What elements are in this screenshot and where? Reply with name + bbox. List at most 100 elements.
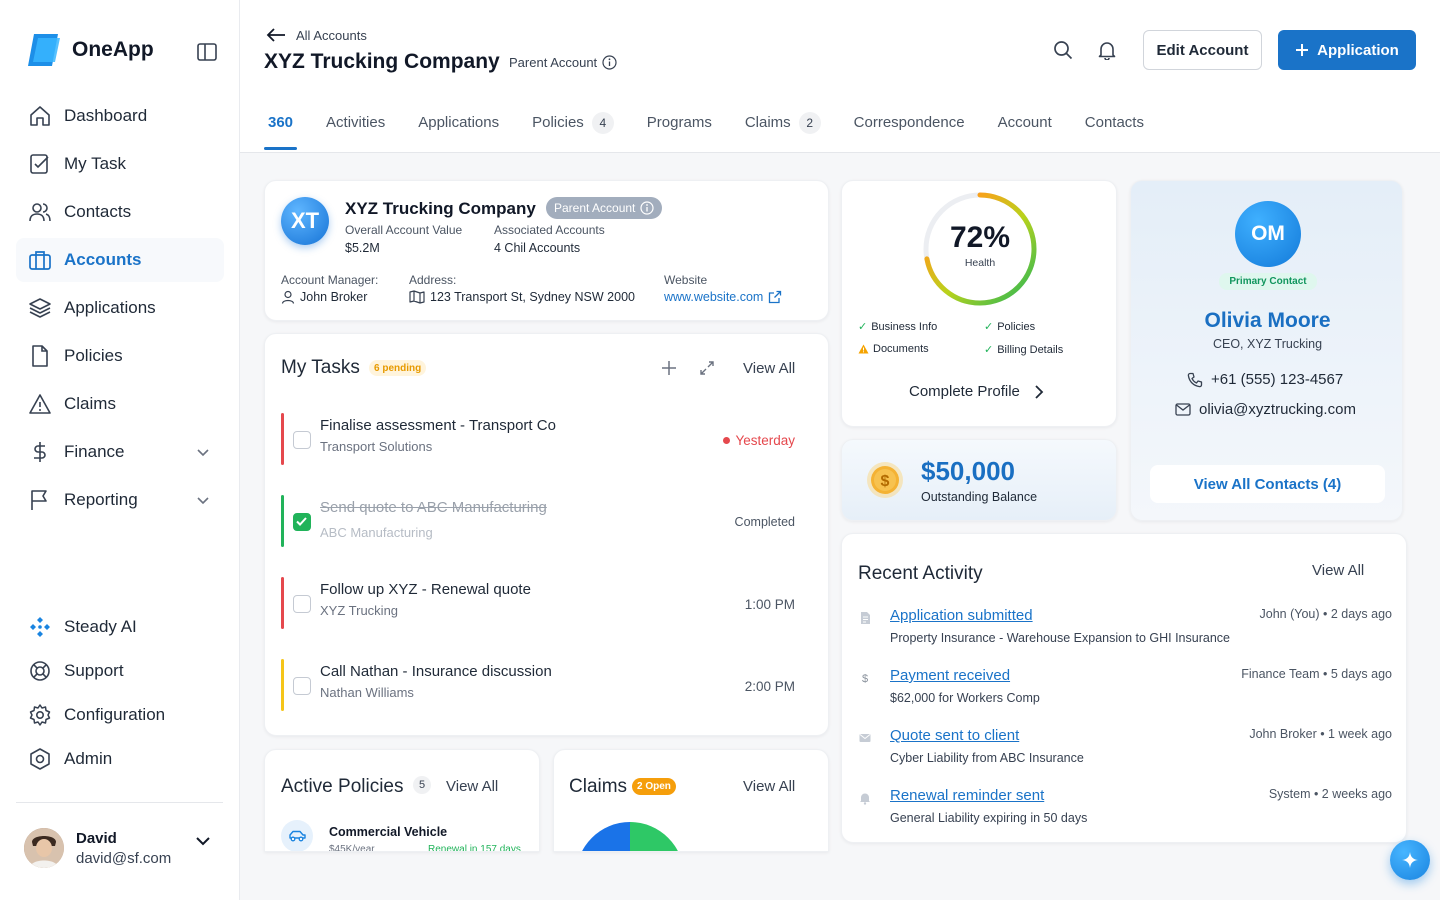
chevron-right-icon: [1035, 384, 1044, 399]
activity-description: General Liability expiring in 50 days: [890, 811, 1088, 825]
tasks-title: My Tasks: [281, 357, 360, 378]
sidebar-collapse-icon[interactable]: [196, 41, 218, 63]
coin-icon: $: [867, 462, 903, 498]
activity-link[interactable]: Payment received: [890, 667, 1011, 684]
policies-view-all-link[interactable]: View All: [446, 778, 499, 795]
add-application-button[interactable]: Application: [1278, 30, 1416, 70]
tab-label: Policies: [532, 114, 584, 131]
sidebar-item-applications[interactable]: Applications: [16, 286, 224, 330]
primary-contact-card: OM Primary Contact Olivia Moore CEO, XYZ…: [1130, 180, 1403, 521]
sidebar-item-dashboard[interactable]: Dashboard: [16, 94, 224, 138]
app-logo[interactable]: OneApp: [24, 32, 154, 68]
task-checkbox-checked[interactable]: [293, 513, 311, 531]
tab-contacts[interactable]: Contacts: [1081, 104, 1148, 150]
bell-icon: [860, 793, 870, 805]
tab-account[interactable]: Account: [994, 104, 1056, 150]
task-checkbox[interactable]: [293, 431, 311, 449]
external-link-icon: [769, 290, 782, 304]
sidebar-item-label: Configuration: [64, 705, 166, 724]
task-checkbox[interactable]: [293, 595, 311, 613]
task-priority-bar: [281, 659, 284, 711]
website-link[interactable]: www.website.com: [664, 290, 782, 304]
activity-view-all-link[interactable]: View All: [1312, 562, 1365, 579]
dollar-icon: [34, 442, 46, 462]
sidebar-item-my-task[interactable]: My Task: [16, 142, 224, 186]
sidebar-item-configuration[interactable]: Configuration: [16, 693, 224, 737]
page-title: XYZ Trucking Company: [264, 50, 500, 73]
activity-link[interactable]: Quote sent to client: [890, 727, 1020, 744]
sidebar-item-claims[interactable]: Claims: [16, 382, 224, 426]
sidebar-item-label: Applications: [64, 298, 156, 317]
tab-activities[interactable]: Activities: [322, 104, 389, 150]
tab-applications[interactable]: Applications: [414, 104, 503, 150]
task-checkbox[interactable]: [293, 677, 311, 695]
chevron-down-icon[interactable]: [196, 445, 210, 459]
task-item[interactable]: Follow up XYZ - Renewal quote XYZ Trucki…: [281, 577, 811, 629]
tab-360[interactable]: 360: [264, 104, 298, 150]
bell-icon[interactable]: [1097, 40, 1117, 60]
svg-text:$: $: [862, 673, 868, 685]
tab-label: Applications: [418, 114, 500, 131]
chevron-down-icon[interactable]: [194, 832, 212, 850]
sidebar-item-policies[interactable]: Policies: [16, 334, 224, 378]
phone-text: +61 (555) 123-4567: [1211, 371, 1344, 388]
sidebar-item-accounts[interactable]: Accounts: [16, 238, 224, 282]
sidebar-item-label: Steady AI: [64, 617, 137, 636]
activity-link[interactable]: Renewal reminder sent: [890, 787, 1045, 804]
map-icon: [409, 290, 425, 304]
check-icon: [296, 517, 307, 526]
tasks-view-all-link[interactable]: View All: [743, 360, 796, 377]
breadcrumb[interactable]: All Accounts: [266, 27, 367, 43]
task-item[interactable]: Send quote to ABC Manufacturing ABC Manu…: [281, 495, 811, 547]
warning-icon: [29, 394, 51, 414]
view-all-contacts-button[interactable]: View All Contacts (4): [1150, 465, 1385, 503]
sidebar-item-admin[interactable]: Admin: [16, 737, 224, 781]
complete-profile-button[interactable]: Complete Profile: [909, 383, 1044, 400]
task-title: Finalise assessment - Transport Co: [320, 417, 556, 434]
website-label: Website: [664, 273, 708, 287]
sidebar-item-reporting[interactable]: Reporting: [16, 478, 224, 522]
contact-avatar: OM: [1235, 201, 1301, 267]
check-label: Documents: [873, 343, 929, 355]
sidebar-item-contacts[interactable]: Contacts: [16, 190, 224, 234]
tab-claims[interactable]: Claims 2: [741, 104, 825, 150]
contact-phone[interactable]: +61 (555) 123-4567: [1187, 371, 1343, 388]
add-task-icon[interactable]: [661, 360, 677, 376]
task-title: Follow up XYZ - Renewal quote: [320, 581, 531, 598]
user-profile[interactable]: David david@sf.com: [24, 828, 171, 868]
activity-meta: Finance Team • 5 days ago: [1241, 667, 1392, 681]
task-subtitle: XYZ Trucking: [320, 603, 399, 618]
lifebuoy-icon: [30, 661, 50, 681]
tab-policies[interactable]: Policies 4: [528, 104, 618, 150]
sidebar-item-label: Policies: [64, 346, 123, 365]
sidebar-item-support[interactable]: Support: [16, 649, 224, 693]
task-item[interactable]: Call Nathan - Insurance discussion Natha…: [281, 659, 811, 711]
account-manager: John Broker: [281, 290, 367, 304]
info-icon[interactable]: [602, 55, 617, 70]
tab-correspondence[interactable]: Correspondence: [850, 104, 969, 150]
activity-description: $62,000 for Workers Comp: [890, 691, 1040, 705]
expand-icon[interactable]: [699, 360, 715, 376]
claims-view-all-link[interactable]: View All: [743, 778, 796, 795]
claims-title: Claims: [569, 776, 628, 797]
overdue-dot-icon: [723, 437, 731, 444]
tab-label: Contacts: [1084, 114, 1144, 131]
home-icon: [30, 106, 50, 126]
ai-assistant-button[interactable]: [1390, 840, 1430, 880]
task-item[interactable]: Finalise assessment - Transport Co Trans…: [281, 413, 811, 465]
document-icon: [861, 612, 870, 624]
pie-slice: [630, 822, 678, 851]
contact-email[interactable]: olivia@xyztrucking.com: [1175, 401, 1356, 418]
sidebar-item-label: Admin: [64, 749, 113, 768]
tab-label: Activities: [326, 114, 386, 131]
edit-account-button[interactable]: Edit Account: [1143, 30, 1262, 70]
sidebar-item-steady-ai[interactable]: Steady AI: [16, 605, 224, 649]
search-icon[interactable]: [1053, 40, 1073, 60]
health-gauge-arc: [923, 192, 1037, 306]
policies-title: Active Policies: [281, 776, 404, 797]
activity-link[interactable]: Application submitted: [890, 607, 1033, 624]
chevron-down-icon[interactable]: [196, 493, 210, 507]
tab-programs[interactable]: Programs: [643, 104, 716, 150]
sidebar-item-finance[interactable]: Finance: [16, 430, 224, 474]
info-icon[interactable]: [640, 201, 654, 215]
